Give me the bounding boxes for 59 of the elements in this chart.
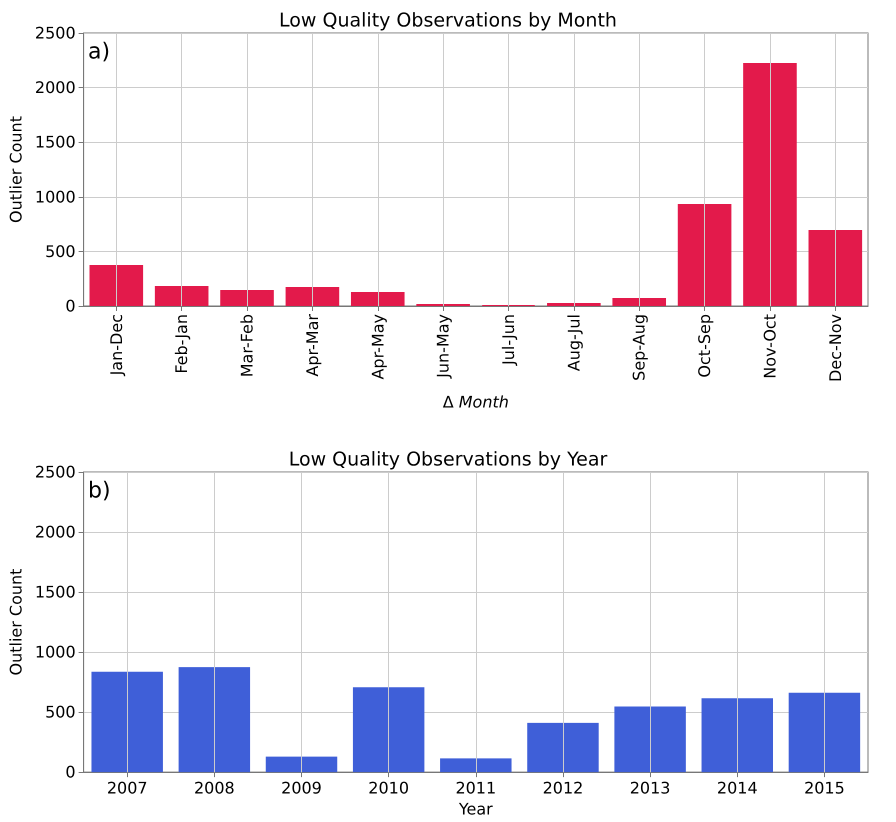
bar [808,230,862,306]
y-tick-label: 2500 [34,462,76,482]
annotation: b) [88,478,111,504]
bar [352,687,424,772]
x-tick-label: 2013 [630,778,670,798]
bar [220,290,274,306]
x-tick-label: Feb-Jan [172,314,192,374]
bar [743,63,797,306]
bar [678,204,732,306]
x-tick-label: 2014 [716,778,758,798]
x-tick-label: Nov-Oct [760,314,780,379]
bar [614,706,686,772]
bar [91,672,163,772]
y-tick-label: 1500 [34,132,76,152]
y-axis-title: Outlier Count [6,568,26,676]
y-tick-label: 2000 [34,522,76,542]
x-tick-label: 2009 [281,778,322,798]
x-tick-label: Mar-Feb [238,314,257,378]
bar [527,722,599,772]
x-tick-label: Sep-Aug [630,314,649,381]
x-tick-label: 2008 [194,778,235,798]
x-axis-title: Δ Month [442,392,509,412]
bar [178,667,250,772]
x-tick-label: 2012 [542,778,584,798]
x-tick-label: Dec-Nov [826,314,845,382]
y-axis-title: Outlier Count [6,116,26,223]
y-tick-label: 500 [45,702,76,722]
y-tick-label: 500 [45,242,76,261]
y-tick-label: 0 [65,296,76,316]
bar [266,756,338,772]
x-axis-title: Year [458,800,494,818]
y-tick-label: 1000 [34,187,76,206]
bar [440,758,512,772]
x-tick-label: 2015 [804,778,845,798]
x-tick-label: Oct-Sep [695,314,714,378]
x-tick-label: 2011 [455,778,496,798]
chart-title: Low Quality Observations by Month [279,10,617,32]
x-tick-label: Jul-Jun [498,314,518,366]
x-tick-label: Apr-May [368,314,388,380]
y-tick-label: 1000 [34,642,76,662]
bar [286,287,340,306]
x-tick-label: 2010 [368,778,410,798]
x-tick-label: Apr-Mar [302,314,322,377]
x-tick-label: Aug-Jul [564,314,584,372]
y-tick-label: 0 [65,762,76,782]
x-tick-label: 2007 [106,778,148,798]
x-tick-label: Jun-May [434,314,453,379]
chart-title: Low Quality Observations by Year [288,448,608,470]
annotation: a) [88,40,110,64]
bar [90,265,144,306]
bar [612,298,666,306]
bar [350,292,405,306]
bar [154,286,208,306]
bar [702,698,774,772]
x-tick-label: Jan-Dec [106,314,126,376]
y-tick-label: 1500 [34,582,76,602]
bar [788,692,860,772]
y-tick-label: 2000 [34,78,76,98]
y-tick-label: 2500 [34,24,76,42]
